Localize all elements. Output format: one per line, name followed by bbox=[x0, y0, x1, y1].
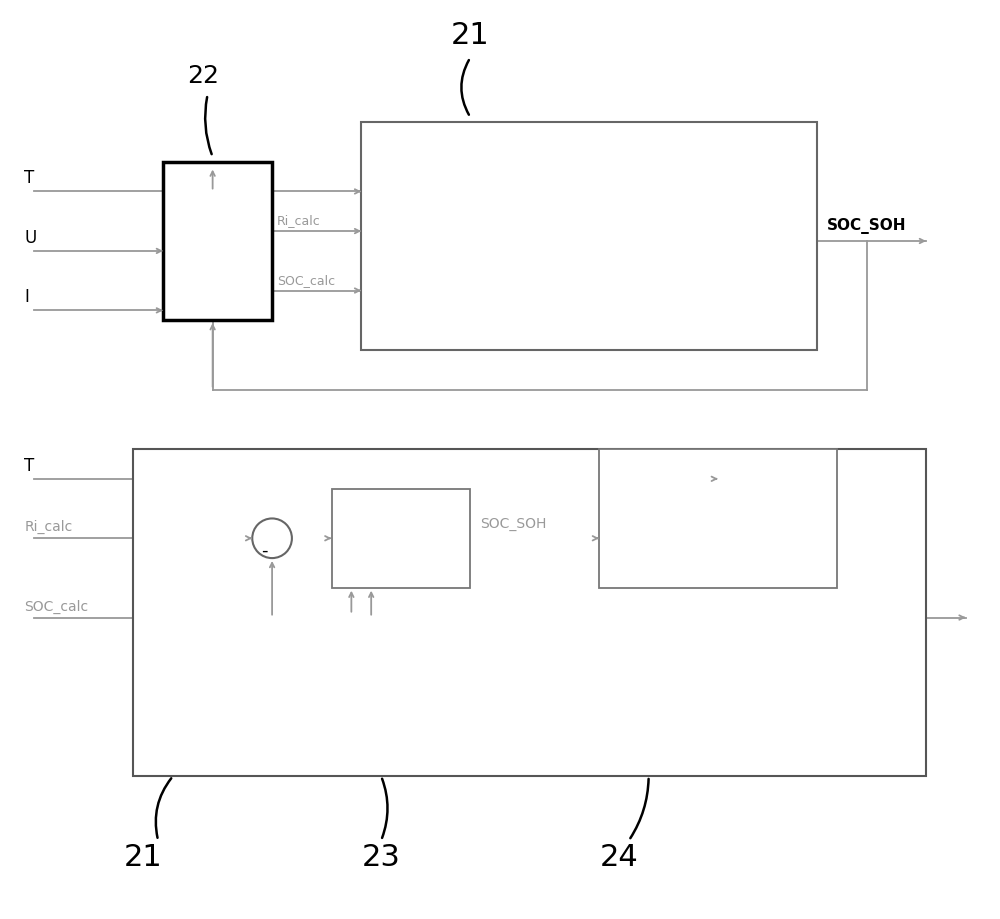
Text: T: T bbox=[24, 169, 35, 187]
Text: Ri_calc: Ri_calc bbox=[24, 519, 73, 534]
FancyArrowPatch shape bbox=[461, 61, 469, 116]
Text: 21: 21 bbox=[451, 21, 490, 50]
Bar bbox=[599, 449, 837, 588]
Text: 23: 23 bbox=[362, 843, 401, 871]
Text: I: I bbox=[24, 288, 29, 306]
FancyArrowPatch shape bbox=[382, 778, 388, 838]
Bar bbox=[361, 123, 817, 351]
FancyArrowPatch shape bbox=[630, 779, 649, 838]
FancyArrowPatch shape bbox=[205, 98, 212, 155]
Text: 21: 21 bbox=[124, 843, 163, 871]
Text: SOC_calc: SOC_calc bbox=[277, 273, 335, 287]
Text: 24: 24 bbox=[600, 843, 638, 871]
Text: SOC_calc: SOC_calc bbox=[24, 599, 88, 613]
Text: T: T bbox=[24, 457, 35, 474]
FancyArrowPatch shape bbox=[156, 778, 171, 838]
Text: SOC_SOH: SOC_SOH bbox=[480, 516, 547, 531]
Text: -: - bbox=[261, 541, 267, 560]
Text: U: U bbox=[24, 229, 37, 246]
Bar bbox=[332, 489, 470, 588]
Text: 22: 22 bbox=[187, 64, 219, 88]
Text: SOC_SOH: SOC_SOH bbox=[827, 218, 907, 233]
Bar bbox=[163, 163, 272, 321]
Text: Ri_calc: Ri_calc bbox=[277, 214, 321, 227]
Bar bbox=[133, 449, 926, 777]
